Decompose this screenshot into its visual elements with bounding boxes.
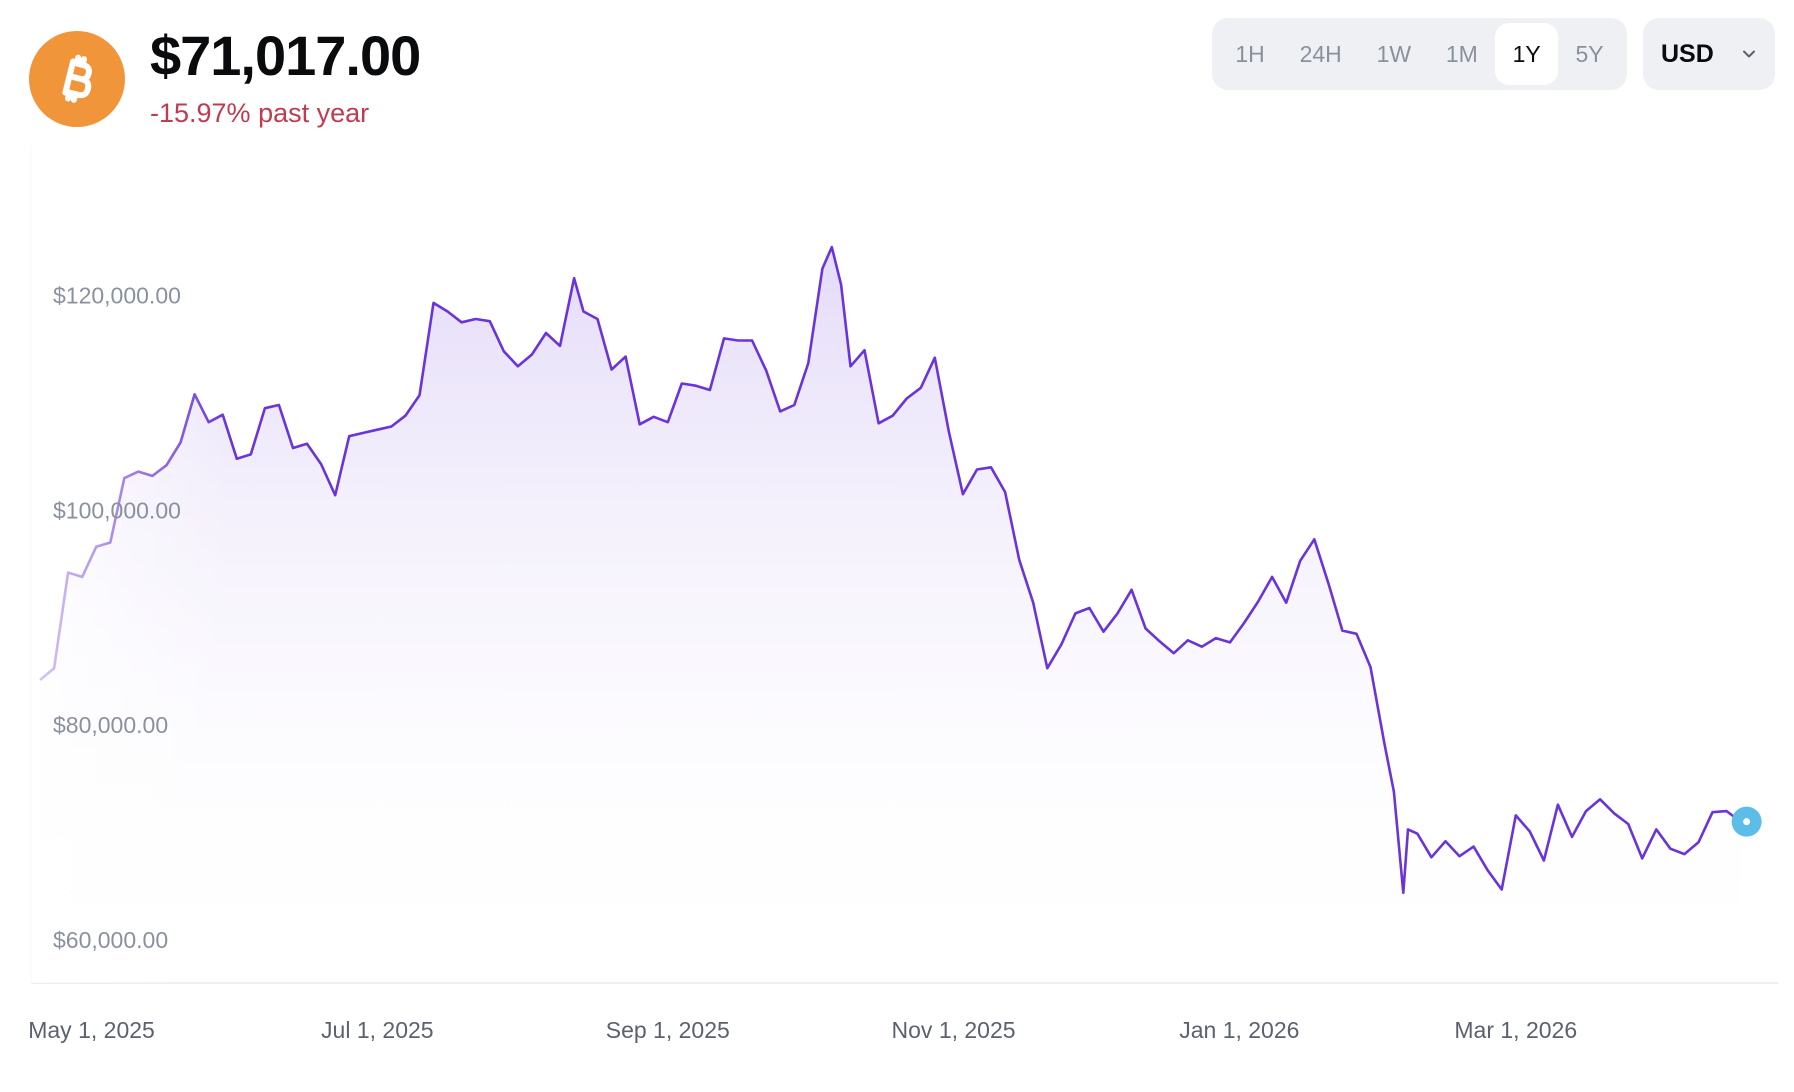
left-fade-overlay [30, 145, 230, 983]
bitcoin-icon [29, 31, 125, 127]
x-tick-label: Sep 1, 2025 [606, 1017, 730, 1043]
range-tab-1m[interactable]: 1M [1445, 40, 1478, 67]
x-tick-label: Nov 1, 2025 [892, 1017, 1016, 1043]
y-tick-label: $60,000.00 [53, 927, 168, 953]
x-tick-label: Jul 1, 2025 [321, 1017, 434, 1043]
current-price-marker-dot [1743, 818, 1751, 826]
x-tick-label: Mar 1, 2026 [1454, 1017, 1577, 1043]
y-tick-label: $100,000.00 [53, 497, 181, 523]
x-tick-label: May 1, 2025 [28, 1017, 155, 1043]
time-range-selector: 1H 24H 1W 1M 1Y 5Y [1212, 18, 1627, 90]
price-area [40, 247, 1741, 983]
range-tab-24h[interactable]: 24H [1299, 40, 1342, 67]
chevron-down-icon [1743, 50, 1755, 58]
y-tick-label: $80,000.00 [53, 712, 168, 738]
y-tick-label: $120,000.00 [53, 282, 181, 308]
currency-dropdown[interactable]: USD [1643, 18, 1775, 90]
price-change: -15.97% past year [150, 98, 370, 128]
price-line [39, 245, 1742, 895]
range-tab-1y[interactable]: 1Y [1495, 23, 1559, 85]
currency-label: USD [1661, 39, 1714, 68]
range-tab-5y[interactable]: 5Y [1575, 40, 1604, 67]
range-tab-1w[interactable]: 1W [1376, 40, 1412, 67]
current-price: $71,017.00 [150, 24, 421, 87]
x-tick-label: Jan 1, 2026 [1179, 1017, 1299, 1043]
range-tab-1h[interactable]: 1H [1235, 40, 1265, 67]
